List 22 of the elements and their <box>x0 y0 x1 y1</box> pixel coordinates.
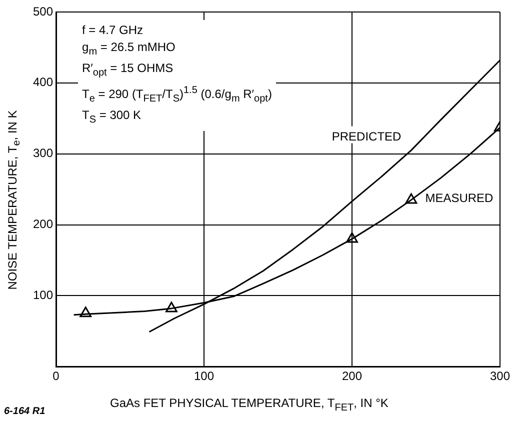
series-label: PREDICTED <box>332 129 402 144</box>
y-tick-label: 400 <box>32 75 54 90</box>
text: T$_{e}$ = 290 (T$_{FET}$/T$_{S}$)$^{1.5}$ (0.6/g$_{m}$ R′$_{opt}$) <box>82 84 272 104</box>
series-label: MEASURED <box>425 190 494 205</box>
y-tick-label: 300 <box>32 146 54 160</box>
y-tick-label: 500 <box>32 4 54 18</box>
y-tick-label: 200 <box>32 217 54 232</box>
y-tick-label: 100 <box>32 288 54 302</box>
point <box>166 302 178 312</box>
point <box>405 193 418 204</box>
text: 6-164 R1 <box>4 406 46 417</box>
annotation: f = 4.7 GHz <box>82 22 144 39</box>
point <box>80 306 92 318</box>
x-axis-title: GaAs FET PHYSICAL TEMPERATURE, T$_{FET}$, IN °K <box>110 396 388 414</box>
annotation: T$_{S}$ = 300 K <box>82 107 142 128</box>
x-tick-label: 300 <box>490 369 510 384</box>
x-tick-label: 0 <box>52 369 60 384</box>
annotation: g$_{m}$ = 26.5 mMHO <box>82 39 176 60</box>
point <box>346 232 358 243</box>
x-tick-label: 100 <box>194 369 214 384</box>
annotation: R′$_{opt}$ = 15 OHMS <box>82 60 174 81</box>
x-tick-label: 200 <box>342 369 362 384</box>
